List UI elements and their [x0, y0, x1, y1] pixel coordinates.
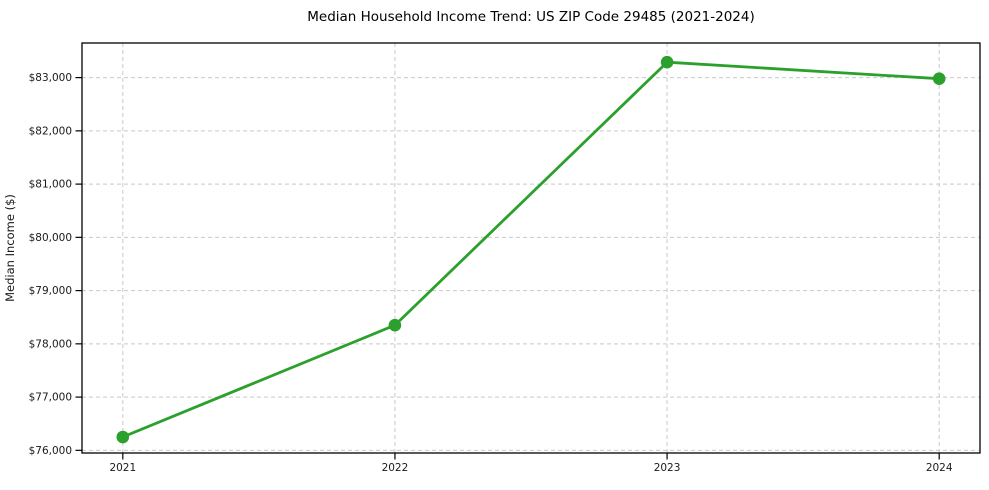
y-tick-label: $80,000 — [29, 232, 72, 244]
y-tick-label: $76,000 — [29, 445, 72, 457]
y-tick-label: $83,000 — [29, 72, 72, 84]
y-tick-label: $81,000 — [29, 179, 72, 191]
y-tick-label: $82,000 — [29, 125, 72, 137]
axes-border — [81, 42, 981, 454]
chart-title: Median Household Income Trend: US ZIP Co… — [307, 9, 755, 25]
data-line — [122, 60, 940, 439]
y-tick-label: $78,000 — [29, 338, 72, 350]
data-point-marker — [116, 430, 130, 444]
x-tick-label: 2022 — [382, 462, 409, 474]
data-point-marker — [932, 72, 946, 85]
data-point-marker — [660, 55, 674, 69]
y-tick-label: $79,000 — [29, 285, 72, 297]
data-point-marker — [388, 318, 402, 332]
x-tick-label: 2021 — [109, 462, 136, 474]
y-axis-title: Median Income ($) — [3, 194, 17, 302]
y-tick-label: $77,000 — [29, 392, 72, 404]
x-tick-label: 2024 — [926, 462, 953, 474]
x-tick-label: 2023 — [654, 462, 681, 474]
